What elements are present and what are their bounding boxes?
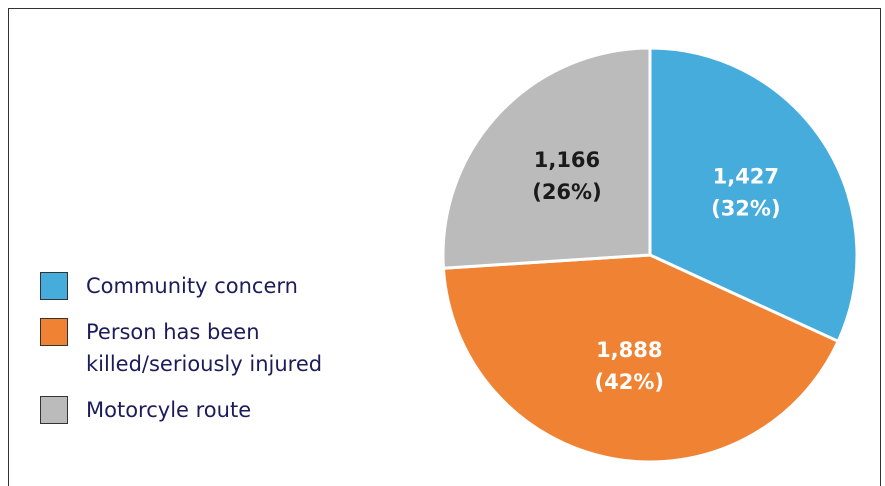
value-label: 1,888 [596, 338, 662, 362]
legend-label: Person has been killed/seriously injured [86, 320, 323, 376]
pie-slice [441, 253, 841, 464]
legend-item: Person has been killed/seriously injured [40, 316, 380, 380]
legend-swatch [40, 318, 68, 346]
legend-label: Community concern [86, 274, 298, 298]
frame [8, 8, 881, 486]
value-label: 1,166 [534, 148, 600, 172]
legend-swatch [40, 272, 68, 300]
legend-item: Motorcyle route [40, 394, 380, 426]
legend-item: Community concern [40, 270, 380, 302]
pie-slice [648, 46, 859, 344]
pie-slice [441, 46, 652, 270]
legend-label: Motorcyle route [86, 398, 252, 422]
percent-label: (32%) [711, 197, 780, 221]
value-label: 1,427 [713, 165, 779, 189]
percent-label: (42%) [595, 370, 664, 394]
legend-swatch [40, 396, 68, 424]
percent-label: (26%) [532, 180, 601, 204]
legend: Community concern Person has been killed/… [40, 270, 380, 440]
